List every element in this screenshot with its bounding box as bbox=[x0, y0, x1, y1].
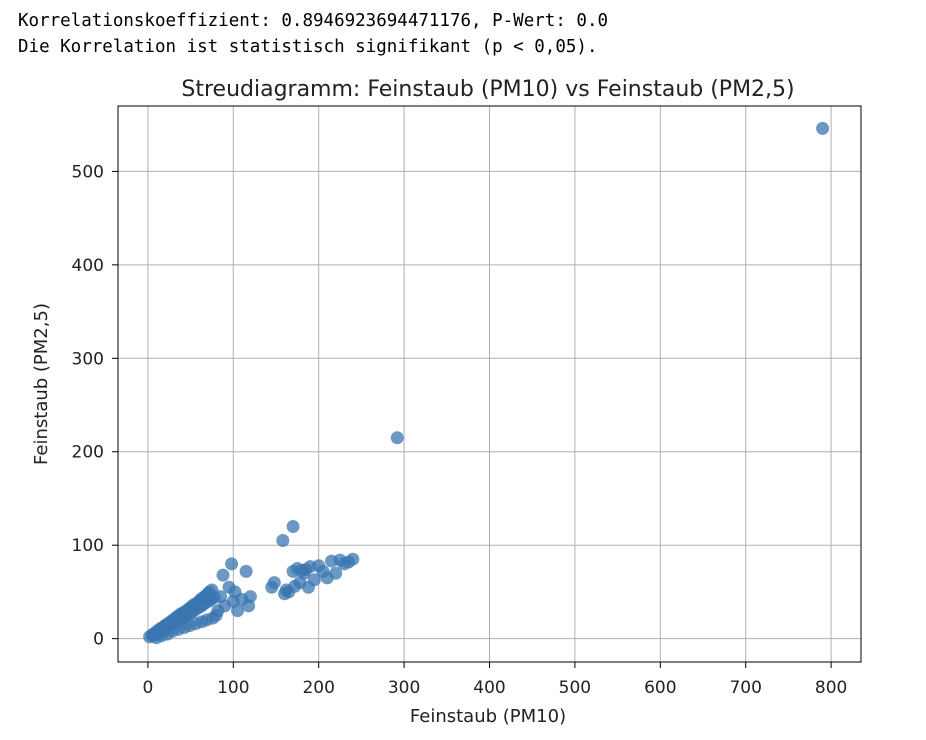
y-tick-label: 100 bbox=[72, 536, 104, 556]
chart-title: Streudiagramm: Feinstaub (PM10) vs Feins… bbox=[181, 77, 794, 102]
correlation-line: Korrelationskoeffizient: 0.8946923694471… bbox=[18, 11, 609, 31]
x-tick-label: 700 bbox=[729, 678, 761, 698]
data-point bbox=[307, 573, 321, 587]
y-axis-ticks: 0 100 200 300 400 500 bbox=[72, 162, 118, 650]
data-point bbox=[329, 566, 343, 580]
x-tick-label: 500 bbox=[559, 678, 591, 698]
significance-line: Die Korrelation ist statistisch signifik… bbox=[18, 37, 598, 57]
y-tick-label: 500 bbox=[72, 162, 104, 182]
y-axis-label: Feinstaub (PM2,5) bbox=[31, 303, 52, 465]
console-output: Korrelationskoeffizient: 0.8946923694471… bbox=[18, 8, 608, 60]
data-point bbox=[231, 604, 245, 618]
data-point bbox=[242, 599, 256, 613]
x-tick-label: 600 bbox=[644, 678, 676, 698]
y-tick-label: 0 bbox=[93, 630, 104, 650]
data-point bbox=[276, 534, 290, 548]
y-tick-label: 300 bbox=[72, 349, 104, 369]
grid bbox=[118, 106, 861, 662]
x-tick-label: 100 bbox=[217, 678, 249, 698]
data-point bbox=[346, 552, 360, 566]
data-point bbox=[816, 121, 830, 135]
data-point bbox=[316, 564, 330, 578]
x-tick-label: 300 bbox=[388, 678, 420, 698]
data-point bbox=[390, 431, 404, 445]
data-point bbox=[239, 564, 253, 578]
x-tick-label: 0 bbox=[142, 678, 153, 698]
data-point bbox=[225, 557, 239, 571]
data-point bbox=[286, 520, 300, 534]
x-tick-label: 800 bbox=[815, 678, 847, 698]
x-tick-label: 400 bbox=[473, 678, 505, 698]
data-point bbox=[333, 553, 347, 567]
data-point bbox=[297, 566, 311, 580]
x-axis-label: Feinstaub (PM10) bbox=[410, 706, 566, 727]
y-tick-label: 200 bbox=[72, 443, 104, 463]
y-tick-label: 400 bbox=[72, 256, 104, 276]
x-tick-label: 200 bbox=[302, 678, 334, 698]
data-point bbox=[267, 576, 281, 590]
data-point bbox=[216, 568, 230, 582]
data-points bbox=[143, 121, 830, 645]
x-axis-ticks: 0 100 200 300 400 500 600 700 800 bbox=[142, 662, 847, 698]
